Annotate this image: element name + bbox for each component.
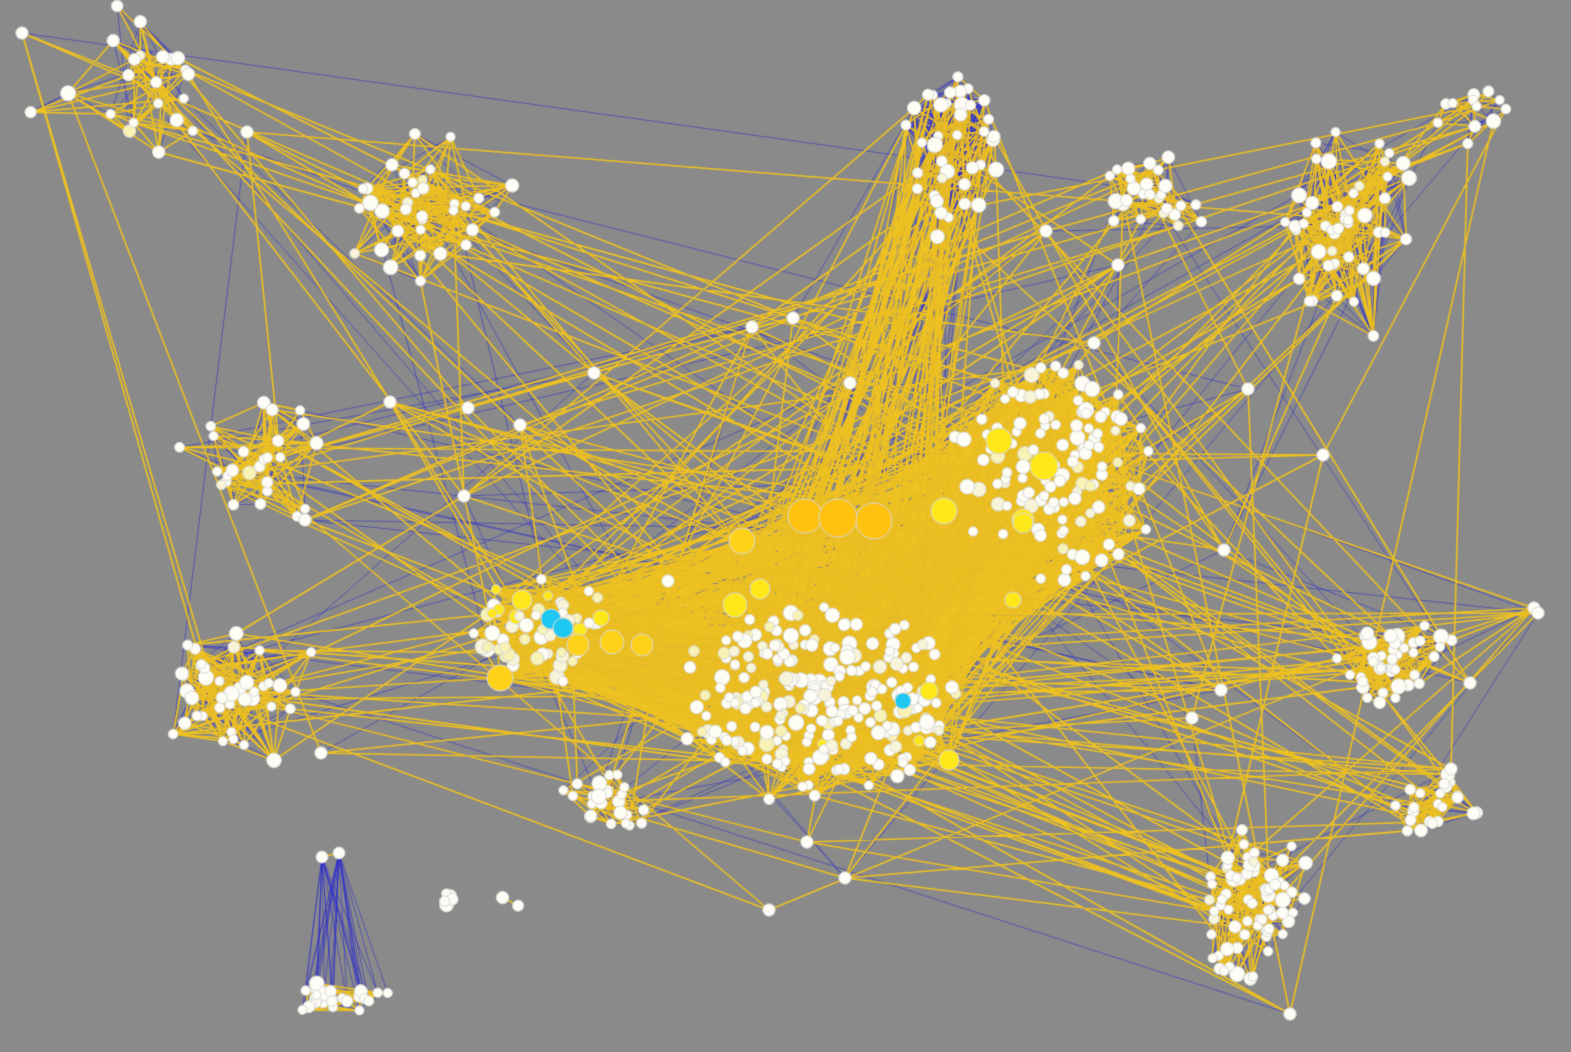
graph-canvas[interactable] — [0, 0, 1571, 1052]
network-graph-visualization — [0, 0, 1571, 1052]
